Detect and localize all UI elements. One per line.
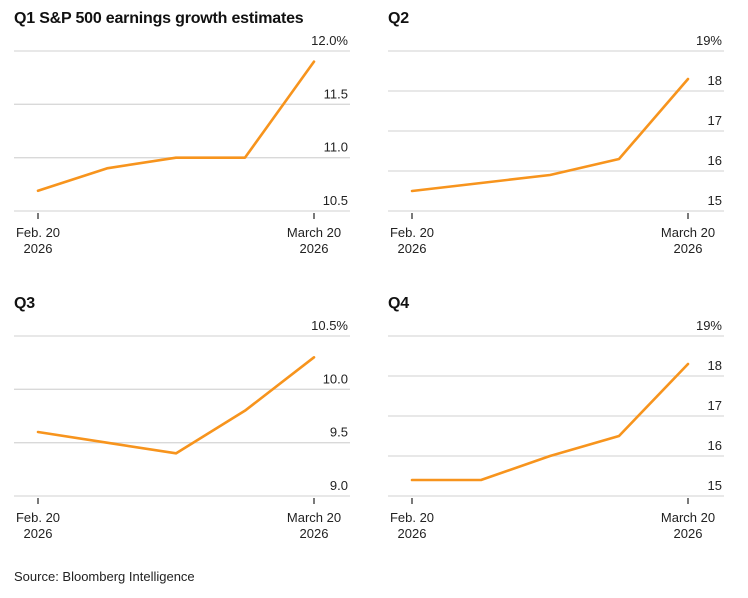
x-tick-label: Feb. 20: [16, 225, 60, 240]
x-tick-label: 2026: [300, 526, 329, 541]
y-tick-label: 11.5: [324, 86, 348, 101]
x-tick-label: Feb. 20: [390, 225, 434, 240]
source-note: Source: Bloomberg Intelligence: [14, 569, 195, 584]
x-tick-label: 2026: [24, 241, 53, 256]
y-tick-label: 16: [708, 153, 722, 168]
y-tick-label: 17: [708, 113, 722, 128]
x-tick-label: 2026: [674, 526, 703, 541]
y-tick-label: 9.0: [330, 478, 348, 493]
x-tick-label: 2026: [398, 526, 427, 541]
x-tick-label: 2026: [674, 241, 703, 256]
x-tick-label: 2026: [398, 241, 427, 256]
x-tick-label: Feb. 20: [390, 510, 434, 525]
chart-title: Q1 S&P 500 earnings growth estimates: [14, 10, 304, 27]
chart-title: Q4: [388, 295, 409, 312]
x-tick-label: 2026: [300, 241, 329, 256]
series-line: [410, 362, 690, 482]
y-tick-label: 9.5: [330, 425, 348, 440]
x-tick-label: March 20: [287, 225, 341, 240]
y-tick-label: 18: [708, 73, 722, 88]
x-tick-label: March 20: [661, 510, 715, 525]
y-tick-label: 16: [708, 438, 722, 453]
series-line: [410, 77, 690, 193]
y-tick-label: 11.0: [324, 140, 348, 155]
series-line: [36, 356, 316, 455]
x-tick-label: March 20: [661, 225, 715, 240]
y-tick-label: 15: [708, 478, 722, 493]
y-tick-label: 19%: [696, 33, 722, 48]
x-tick-label: March 20: [287, 510, 341, 525]
chart-panel-q4: Q4 15 16 17 18 19% Feb. 20 2026 March 20 2026: [374, 285, 748, 570]
series-line: [36, 60, 316, 193]
x-tick-label: 2026: [24, 526, 53, 541]
y-tick-label: 10.5: [323, 193, 348, 208]
y-tick-label: 10.5%: [311, 318, 348, 333]
chart-title: Q3: [14, 295, 35, 312]
y-tick-label: 17: [708, 398, 722, 413]
chart-panel-q1: Q1 S&P 500 earnings growth estimates 10.…: [0, 0, 374, 285]
chart-panel-q2: Q2 15 16 17 18 19% Feb. 20 2026 March 20 2026: [374, 0, 748, 285]
y-tick-label: 18: [708, 358, 722, 373]
chart-panel-q3: Q3 9.0 9.5 10.0 10.5% Feb. 20 2026 March 20 202…: [0, 285, 374, 570]
y-tick-label: 19%: [696, 318, 722, 333]
x-tick-label: Feb. 20: [16, 510, 60, 525]
y-tick-label: 10.0: [323, 371, 348, 386]
y-tick-label: 12.0%: [311, 33, 348, 48]
y-tick-label: 15: [708, 193, 722, 208]
chart-title: Q2: [388, 10, 409, 27]
